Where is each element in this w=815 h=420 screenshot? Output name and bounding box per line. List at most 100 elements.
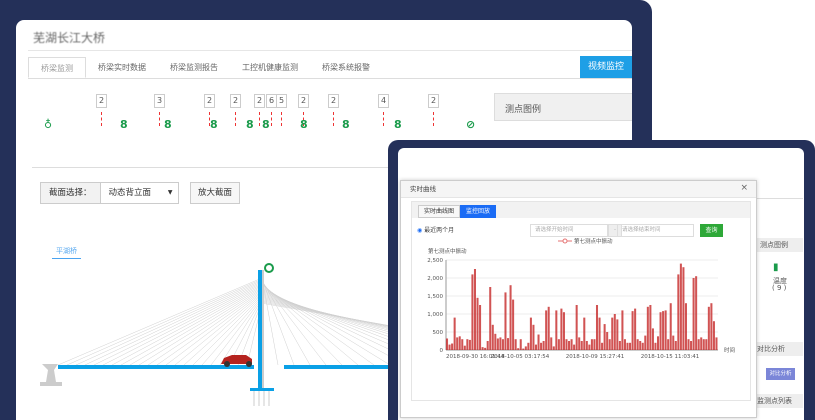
sensor-list-header: 监测点列表 bbox=[757, 394, 803, 408]
bar bbox=[690, 341, 693, 350]
bar bbox=[509, 285, 512, 350]
sensor-count-badge[interactable]: 4 bbox=[378, 94, 389, 108]
y-tick-label: 2,000 bbox=[427, 276, 443, 282]
sensor-count-badge[interactable]: 5 bbox=[276, 94, 287, 108]
bar bbox=[623, 339, 626, 350]
bar bbox=[687, 339, 690, 350]
thermometer-icon: ▮ bbox=[773, 262, 779, 273]
bar bbox=[677, 274, 680, 350]
strain-sensor-icon[interactable]: 8 bbox=[120, 118, 128, 131]
sensor-count-badge[interactable]: 2 bbox=[230, 94, 241, 108]
zoom-section-button[interactable]: 放大截面 bbox=[190, 182, 241, 204]
bar bbox=[565, 339, 568, 350]
compare-button[interactable]: 对比分析 bbox=[766, 368, 795, 380]
sensor-count-badge[interactable]: 2 bbox=[428, 94, 439, 108]
bar bbox=[540, 342, 543, 350]
query-button[interactable]: 查询 bbox=[700, 224, 723, 237]
legend-marker bbox=[562, 238, 568, 244]
x-tick-label: 2018-10-05 03:17:54 bbox=[491, 354, 550, 360]
tab-monitor-report[interactable]: 桥梁监测报告 bbox=[170, 63, 218, 72]
start-time-input[interactable]: 请选择开始时间 bbox=[530, 224, 608, 237]
bar bbox=[644, 335, 647, 350]
x-tick-label: 2018-10-09 15:27:41 bbox=[566, 354, 624, 360]
bar bbox=[659, 312, 662, 350]
bar bbox=[590, 339, 593, 350]
bar bbox=[504, 292, 507, 350]
bar bbox=[484, 347, 487, 350]
strain-sensor-icon[interactable]: 8 bbox=[394, 118, 402, 131]
bar bbox=[588, 344, 591, 350]
divider bbox=[32, 167, 492, 168]
section-dropdown-value: 动态背立面 bbox=[108, 188, 152, 198]
bar bbox=[545, 310, 548, 350]
bar bbox=[715, 337, 718, 350]
bar bbox=[501, 339, 504, 350]
end-time-input[interactable]: 请选择结束时间 bbox=[617, 224, 694, 237]
strain-sensor-icon[interactable]: 8 bbox=[342, 118, 350, 131]
bar bbox=[486, 341, 489, 350]
y-tick-label: 1,500 bbox=[427, 294, 443, 300]
bar bbox=[672, 335, 675, 350]
tab-ipc-health[interactable]: 工控机健康监测 bbox=[242, 63, 298, 72]
sensor-count-badge[interactable]: 2 bbox=[328, 94, 339, 108]
sensor-count-badge[interactable]: 2 bbox=[204, 94, 215, 108]
tab-realtime-data[interactable]: 桥梁实时数据 bbox=[98, 63, 146, 72]
sensor-count-badge[interactable]: 2 bbox=[298, 94, 309, 108]
sensor-marker-line bbox=[235, 112, 236, 126]
bar bbox=[557, 339, 560, 350]
bar bbox=[601, 342, 604, 350]
bar bbox=[517, 348, 520, 350]
bar bbox=[712, 321, 715, 350]
bar bbox=[507, 338, 510, 350]
bar bbox=[649, 305, 652, 350]
bar bbox=[695, 276, 698, 350]
bar bbox=[654, 342, 657, 350]
strain-sensor-icon[interactable]: 8 bbox=[164, 118, 172, 131]
vibration-chart: 第七测点中振动第七测点中振动05001,0001,5002,0002,50020… bbox=[427, 237, 735, 360]
sensor-count-badge[interactable]: 3 bbox=[154, 94, 165, 108]
bar bbox=[608, 339, 611, 350]
bar bbox=[562, 312, 565, 350]
strain-sensor-icon[interactable]: 8 bbox=[300, 118, 308, 131]
bar bbox=[529, 317, 532, 350]
bar bbox=[473, 269, 476, 350]
bar bbox=[662, 311, 665, 350]
bar bbox=[626, 342, 629, 350]
page-title: 芜湖长江大桥 bbox=[33, 31, 106, 45]
tab-playback[interactable]: 监控回放 bbox=[460, 205, 497, 218]
sensor-count: ( 9 ) bbox=[772, 284, 787, 292]
sensor-count-badge[interactable]: 2 bbox=[254, 94, 265, 108]
disabled-sensor-icon[interactable]: ⊘ bbox=[466, 118, 476, 131]
strain-sensor-icon[interactable]: 8 bbox=[246, 118, 254, 131]
tab-realtime-curve[interactable]: 实时曲线图 bbox=[418, 205, 461, 218]
sensor-marker-line bbox=[303, 112, 304, 126]
bar bbox=[585, 341, 588, 350]
bar bbox=[519, 339, 522, 350]
section-dropdown[interactable]: 动态背立面 ▼ bbox=[100, 182, 179, 204]
recent-two-months-radio[interactable]: ◉ 最近两个月 bbox=[417, 225, 454, 234]
bar bbox=[573, 344, 576, 350]
main-tabs: 桥梁监测 桥梁实时数据 桥梁监测报告 工控机健康监测 桥梁系统报警 bbox=[28, 57, 632, 79]
sensor-count-badge[interactable]: 2 bbox=[96, 94, 107, 108]
tab-bridge-monitor[interactable]: 桥梁监测 bbox=[28, 57, 86, 78]
close-icon[interactable]: × bbox=[740, 183, 748, 193]
sensor-marker-line bbox=[259, 112, 260, 126]
bar bbox=[481, 347, 484, 350]
tilt-sensor-icon[interactable]: ♁ bbox=[44, 118, 53, 131]
bar bbox=[618, 341, 621, 350]
bar bbox=[631, 311, 634, 350]
x-axis-title: 时间 bbox=[724, 346, 735, 354]
tab-system-alarm[interactable]: 桥梁系统报警 bbox=[322, 63, 370, 72]
sensor-icon[interactable] bbox=[264, 263, 274, 273]
bar bbox=[578, 337, 581, 350]
modal-body: 实时曲线图 监控回放 bbox=[411, 201, 751, 401]
strain-sensor-icon[interactable]: 8 bbox=[210, 118, 218, 131]
strain-sensor-icon[interactable]: 8 bbox=[262, 118, 270, 131]
legend-header-fragment: 测点图例 bbox=[757, 238, 803, 252]
bar bbox=[479, 305, 482, 350]
bar bbox=[692, 278, 695, 350]
bar bbox=[603, 324, 606, 350]
section-select: 截面选择： 动态背立面 ▼ bbox=[40, 182, 179, 204]
video-monitor-button[interactable]: 视频监控 bbox=[579, 56, 632, 78]
bar bbox=[522, 348, 525, 350]
